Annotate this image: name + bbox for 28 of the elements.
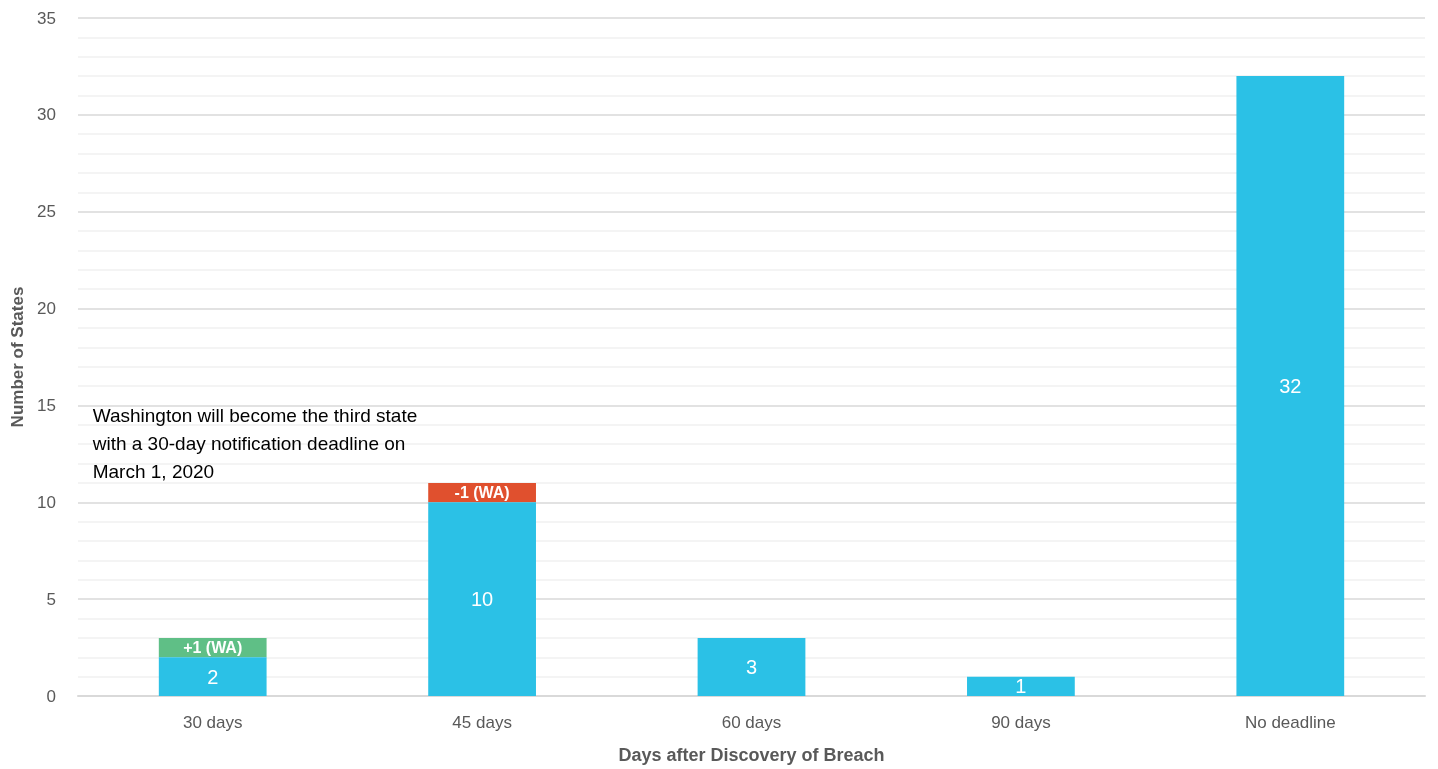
- bar: [1236, 76, 1345, 696]
- y-axis-title: Number of States: [8, 286, 28, 428]
- data-label: -1 (WA): [454, 484, 510, 502]
- bar: [697, 637, 806, 696]
- annotation: Washington will become the third state with a 30-day notification deadline on March 1, 2020: [91, 404, 423, 482]
- bar: [428, 502, 536, 696]
- bar: [158, 657, 267, 696]
- y-tick-label: 25: [37, 202, 56, 222]
- data-label: +1 (WA): [183, 639, 243, 657]
- data-label: 32: [1279, 375, 1302, 398]
- data-label: 2: [207, 665, 219, 688]
- data-label: 1: [1015, 675, 1027, 698]
- y-tick-label: 20: [37, 299, 56, 319]
- x-tick-label: 60 days: [721, 713, 782, 732]
- y-tick-label: 15: [37, 395, 56, 415]
- y-tick-label: 10: [37, 492, 56, 512]
- data-label: 3: [745, 655, 758, 678]
- x-tick-label: 45 days: [452, 713, 512, 732]
- y-tick-label: 5: [46, 589, 56, 609]
- data-label: 10: [470, 588, 494, 611]
- y-tick-label: 0: [46, 686, 56, 706]
- y-tick-label: 35: [37, 8, 56, 28]
- y-tick-label: 30: [37, 105, 56, 125]
- x-tick-label: No deadline: [1244, 713, 1336, 732]
- x-axis-title: Days after Discovery of Breach: [618, 745, 885, 765]
- x-tick-label: 30 days: [182, 713, 243, 732]
- bar: [967, 676, 1075, 696]
- x-tick-label: 90 days: [991, 713, 1051, 732]
